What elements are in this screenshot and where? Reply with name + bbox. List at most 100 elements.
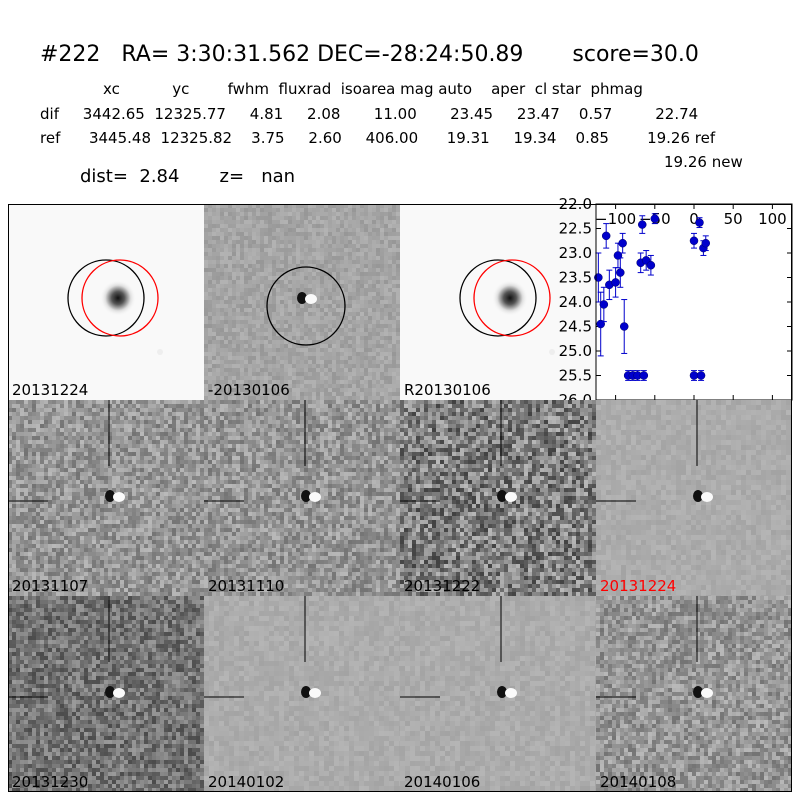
data-point bbox=[646, 254, 656, 276]
x-tick-label: 100 bbox=[758, 210, 787, 228]
negative-lobe bbox=[693, 490, 703, 502]
positive-lobe bbox=[113, 492, 125, 502]
data-point bbox=[619, 299, 629, 354]
data-point bbox=[650, 213, 660, 225]
aperture-circle-black bbox=[266, 266, 346, 346]
cutout-panel: 20131224 bbox=[596, 400, 792, 596]
data-point bbox=[633, 370, 642, 381]
positive-lobe bbox=[505, 688, 517, 698]
panel-date-label: 20131224 bbox=[600, 577, 677, 595]
positive-lobe bbox=[309, 688, 321, 698]
y-tick-label: 25.0 bbox=[559, 342, 592, 360]
data-point bbox=[689, 232, 699, 249]
negative-lobe bbox=[301, 490, 311, 502]
table-row-2: ref 3445.48 12325.82 3.75 2.60 406.00 19… bbox=[40, 129, 716, 147]
y-tick-label: 24.5 bbox=[559, 318, 592, 336]
panel-date-label: 20131230 bbox=[12, 773, 89, 791]
aperture-circle-red bbox=[473, 259, 551, 337]
noise-texture bbox=[8, 400, 204, 596]
x-tick-label: −100 bbox=[595, 210, 636, 228]
data-point bbox=[701, 235, 711, 252]
cutout-image bbox=[8, 400, 204, 596]
light-curve-panel: 22.022.523.023.524.024.525.025.526.0−100… bbox=[559, 195, 793, 409]
star-source bbox=[100, 280, 136, 316]
cutout-panel: 20140106 bbox=[400, 596, 596, 792]
data-point bbox=[618, 232, 627, 254]
negative-lobe bbox=[297, 292, 307, 304]
table-row-0: xc yc fwhm fluxrad isoarea mag auto aper… bbox=[103, 80, 643, 98]
positive-lobe bbox=[701, 492, 713, 502]
cutout-panel: 20131110 bbox=[204, 400, 400, 596]
data-point bbox=[616, 257, 625, 288]
aperture-circle-black bbox=[459, 259, 537, 337]
noise-texture bbox=[204, 204, 400, 400]
y-tick-label: 23.5 bbox=[559, 269, 592, 287]
aperture-circle-black bbox=[67, 259, 145, 337]
positive-lobe bbox=[505, 492, 517, 502]
y-tick-label: 23.0 bbox=[559, 244, 592, 262]
noise-texture bbox=[204, 400, 400, 596]
positive-lobe bbox=[309, 492, 321, 502]
distance-line: dist= 2.84 z= nan bbox=[80, 166, 296, 187]
negative-lobe bbox=[301, 686, 311, 698]
negative-lobe bbox=[105, 686, 115, 698]
data-point bbox=[611, 267, 620, 298]
panel-date-label: 20140106 bbox=[404, 773, 481, 791]
panel-date-label: 20131222 bbox=[404, 577, 481, 595]
cutout-image bbox=[400, 204, 596, 400]
cutout-panel: -20130106 bbox=[204, 204, 400, 400]
cutout-image bbox=[596, 400, 792, 596]
star-source bbox=[492, 280, 528, 316]
panel-date-label: 20131224 bbox=[12, 381, 89, 399]
y-tick-label: 22.5 bbox=[559, 220, 592, 238]
cutout-panel: R20130106 bbox=[400, 204, 596, 400]
cutout-panel: 20131222 bbox=[400, 400, 596, 596]
panel-date-label: -20130106 bbox=[208, 381, 290, 399]
noise-texture bbox=[8, 596, 204, 792]
noise-texture bbox=[400, 400, 596, 596]
cutout-image bbox=[204, 204, 400, 400]
cutout-image bbox=[8, 596, 204, 792]
cutout-image bbox=[8, 204, 204, 400]
negative-lobe bbox=[497, 686, 507, 698]
data-point bbox=[601, 223, 611, 249]
positive-lobe bbox=[113, 688, 125, 698]
noise-texture bbox=[596, 400, 792, 596]
noise-texture bbox=[596, 596, 792, 792]
table-row-1: dif 3442.65 12325.77 4.81 2.08 11.00 23.… bbox=[40, 105, 699, 123]
y-tick-label: 25.5 bbox=[559, 367, 592, 385]
cutout-panel: 20140102 bbox=[204, 596, 400, 792]
candidate-title: #222 RA= 3:30:31.562 DEC=-28:24:50.89 sc… bbox=[40, 42, 699, 67]
cutout-image bbox=[204, 400, 400, 596]
y-tick-label: 24.0 bbox=[559, 293, 592, 311]
noise-texture bbox=[204, 596, 400, 792]
positive-lobe bbox=[701, 688, 713, 698]
panel-date-label: 20131110 bbox=[208, 577, 285, 595]
cutout-panel: 20131107 bbox=[8, 400, 204, 596]
data-point bbox=[638, 215, 647, 234]
cutout-panel: 20140108 bbox=[596, 596, 792, 792]
cutout-image bbox=[400, 596, 596, 792]
cutout-panel: 20131230 bbox=[8, 596, 204, 792]
cutout-image bbox=[204, 596, 400, 792]
panel-date-label: 20131107 bbox=[12, 577, 89, 595]
x-tick-label: 50 bbox=[724, 210, 743, 228]
data-point bbox=[599, 286, 609, 323]
aperture-circle-red bbox=[81, 259, 159, 337]
negative-lobe bbox=[105, 490, 115, 502]
table-row-3: 19.26 new bbox=[664, 153, 743, 171]
cutout-panel: 20131224 bbox=[8, 204, 204, 400]
y-tick-label: 22.0 bbox=[559, 195, 592, 213]
positive-lobe bbox=[305, 294, 317, 304]
data-point bbox=[639, 370, 649, 381]
negative-lobe bbox=[497, 490, 507, 502]
panel-date-label: 20140102 bbox=[208, 773, 285, 791]
negative-lobe bbox=[693, 686, 703, 698]
panel-date-label: 20140108 bbox=[600, 773, 677, 791]
data-point bbox=[696, 370, 706, 381]
cutout-image bbox=[596, 596, 792, 792]
cutout-image bbox=[400, 400, 596, 596]
panel-date-label: R20130106 bbox=[404, 381, 491, 399]
x-tick-label: 0 bbox=[689, 210, 699, 228]
light-curve-chart: 22.022.523.023.524.024.525.025.526.0−100… bbox=[559, 195, 793, 409]
